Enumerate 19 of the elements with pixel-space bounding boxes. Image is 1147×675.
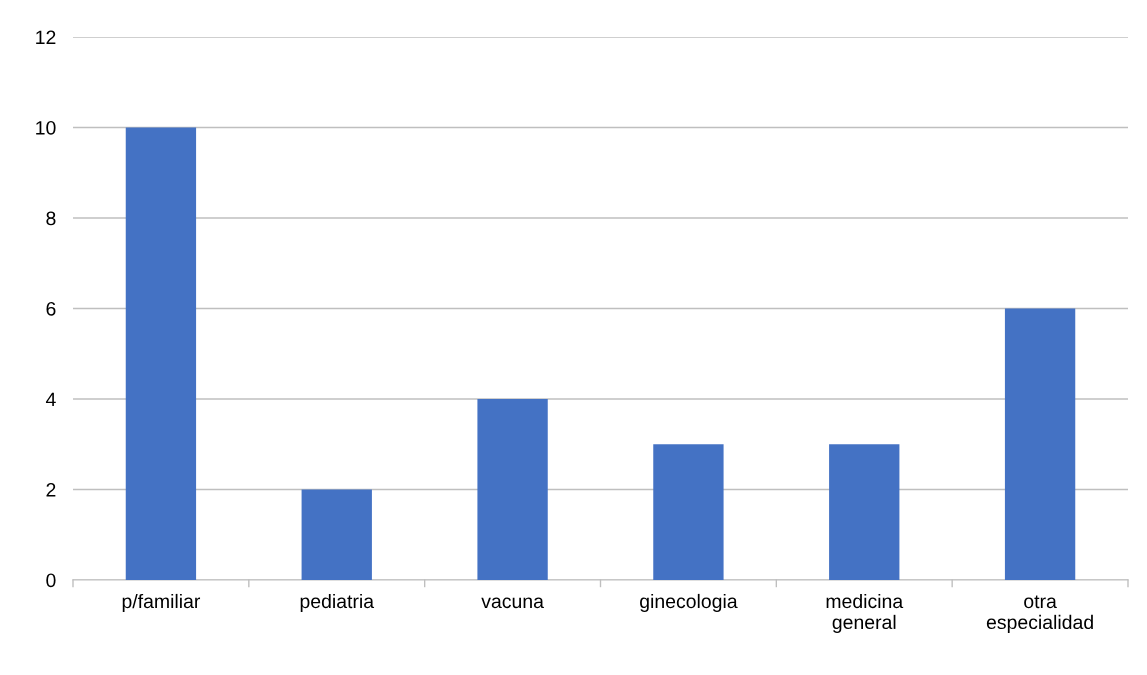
bar bbox=[125, 127, 197, 580]
bar bbox=[653, 444, 724, 580]
bar bbox=[301, 489, 372, 580]
y-tick-label: 0 bbox=[46, 573, 56, 588]
y-tick-label: 10 bbox=[36, 120, 56, 135]
x-tick-label: ginecologia bbox=[640, 593, 738, 613]
y-tick-label: 4 bbox=[45, 392, 56, 407]
x-tick-label: otra especialidad bbox=[986, 595, 1093, 633]
y-tick-label: 6 bbox=[46, 301, 56, 316]
bar bbox=[1004, 308, 1076, 580]
y-tick-label: 2 bbox=[46, 482, 56, 497]
y-tick-label: 8 bbox=[46, 211, 56, 226]
y-tick-label: 12 bbox=[36, 30, 56, 45]
bar bbox=[829, 444, 900, 580]
x-tick-label: vacuna bbox=[481, 597, 544, 609]
x-tick-label: pediatria bbox=[300, 593, 375, 613]
x-tick-label: p/familiar bbox=[122, 593, 201, 613]
x-tick-label: medicina general bbox=[826, 593, 904, 633]
bar bbox=[477, 399, 548, 580]
